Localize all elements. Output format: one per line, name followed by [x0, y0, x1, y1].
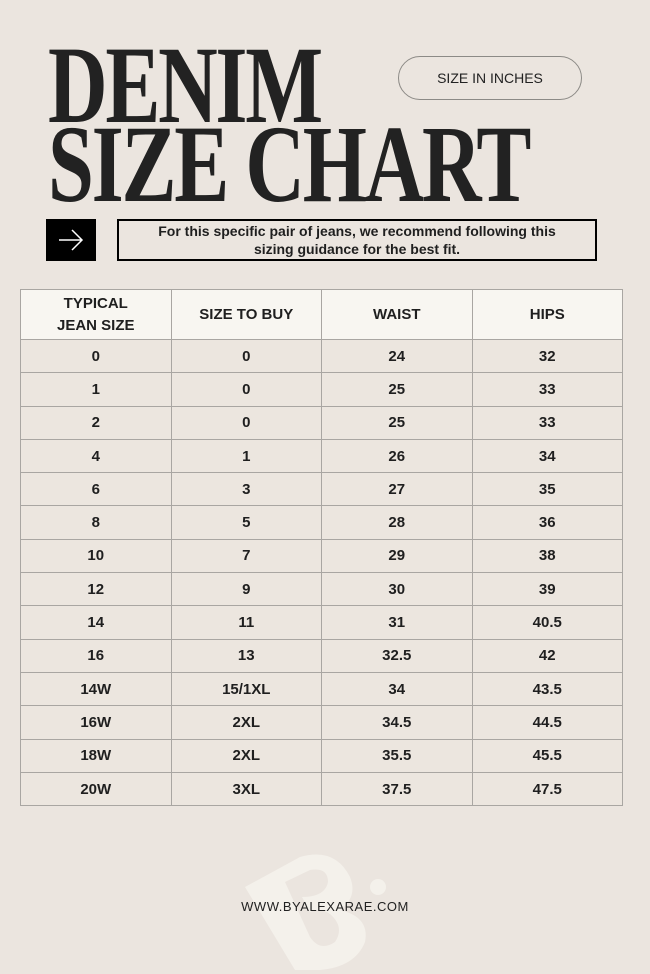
table-cell: 5	[170, 505, 322, 540]
table-cell: 10	[20, 538, 172, 574]
table-cell: 15/1XL	[170, 671, 322, 707]
table-cell: 1	[170, 438, 322, 474]
table-cell: 34.5	[321, 705, 473, 740]
table-cell: 1	[20, 372, 172, 407]
table-cell: 3	[170, 472, 322, 507]
table-cell: 35	[471, 472, 623, 507]
table-cell: 42	[471, 638, 623, 673]
table-cell: 25	[321, 372, 473, 407]
table-row: 1 0 25 33	[20, 372, 623, 407]
table-row: 14 11 31 40.5	[20, 605, 623, 640]
table-cell: 31	[321, 605, 473, 640]
page-title-line2: SIZE CHART	[48, 103, 531, 225]
table-cell: 29	[321, 538, 473, 574]
table-row: 16W 2XL 34.5 44.5	[20, 705, 623, 740]
size-in-inches-badge: SIZE IN INCHES	[398, 56, 582, 100]
website-link[interactable]: WWW.BYALEXARAE.COM	[241, 899, 409, 914]
table-row: 12 9 30 39	[20, 572, 623, 607]
table-cell: 16	[20, 638, 172, 673]
table-row: 2 0 25 33	[20, 405, 623, 440]
table-cell: 20W	[20, 771, 172, 807]
table-cell: 33	[471, 372, 623, 407]
table-cell: 37.5	[321, 771, 473, 807]
table-cell: 47.5	[471, 771, 623, 807]
table-row: 4 1 26 34	[20, 438, 623, 474]
table-cell: 18W	[20, 738, 172, 773]
page-title-line1: DENIM	[48, 24, 323, 146]
table-cell: 0	[20, 338, 172, 374]
table-cell: 28	[321, 505, 473, 540]
column-header: TYPICAL JEAN SIZE	[20, 289, 172, 340]
table-cell: 6	[20, 472, 172, 507]
column-header: WAIST	[321, 289, 473, 340]
table-cell: 16W	[20, 705, 172, 740]
column-header: SIZE TO BUY	[170, 289, 322, 340]
table-cell: 13	[170, 638, 322, 673]
table-cell: 34	[471, 438, 623, 474]
table-cell: 0	[170, 405, 322, 440]
table-row: 16 13 32.5 42	[20, 638, 623, 673]
table-row: 20W 3XL 37.5 47.5	[20, 771, 623, 807]
table-cell: 4	[20, 438, 172, 474]
table-cell: 0	[170, 372, 322, 407]
table-cell: 2	[20, 405, 172, 440]
table-cell: 25	[321, 405, 473, 440]
table-cell: 44.5	[471, 705, 623, 740]
logo-watermark	[245, 854, 386, 970]
table-cell: 14	[20, 605, 172, 640]
table-cell: 26	[321, 438, 473, 474]
fit-note: For this specific pair of jeans, we reco…	[117, 219, 597, 261]
table-cell: 34	[321, 671, 473, 707]
table-cell: 0	[170, 338, 322, 374]
table-cell: 33	[471, 405, 623, 440]
table-row: 10 7 29 38	[20, 538, 623, 574]
table-cell: 14W	[20, 671, 172, 707]
table-cell: 30	[321, 572, 473, 607]
table-cell: 24	[321, 338, 473, 374]
table-cell: 7	[170, 538, 322, 574]
table-cell: 38	[471, 538, 623, 574]
table-cell: 32	[471, 338, 623, 374]
table-cell: 27	[321, 472, 473, 507]
table-cell: 43.5	[471, 671, 623, 707]
table-row: 6 3 27 35	[20, 472, 623, 507]
arrow-right-icon	[46, 219, 96, 261]
table-cell: 2XL	[170, 705, 322, 740]
table-cell: 35.5	[321, 738, 473, 773]
table-cell: 45.5	[471, 738, 623, 773]
table-cell: 36	[471, 505, 623, 540]
table-cell: 32.5	[321, 638, 473, 673]
table-cell: 2XL	[170, 738, 322, 773]
table-cell: 40.5	[471, 605, 623, 640]
table-row: 8 5 28 36	[20, 505, 623, 540]
table-row: 14W 15/1XL 34 43.5	[20, 671, 623, 707]
table-row: 0 0 24 32	[20, 338, 623, 374]
table-row: 18W 2XL 35.5 45.5	[20, 738, 623, 773]
table-cell: 9	[170, 572, 322, 607]
table-cell: 11	[170, 605, 322, 640]
table-cell: 8	[20, 505, 172, 540]
table-cell: 12	[20, 572, 172, 607]
table-cell: 3XL	[170, 771, 322, 807]
table-cell: 39	[471, 572, 623, 607]
column-header: HIPS	[471, 289, 623, 340]
